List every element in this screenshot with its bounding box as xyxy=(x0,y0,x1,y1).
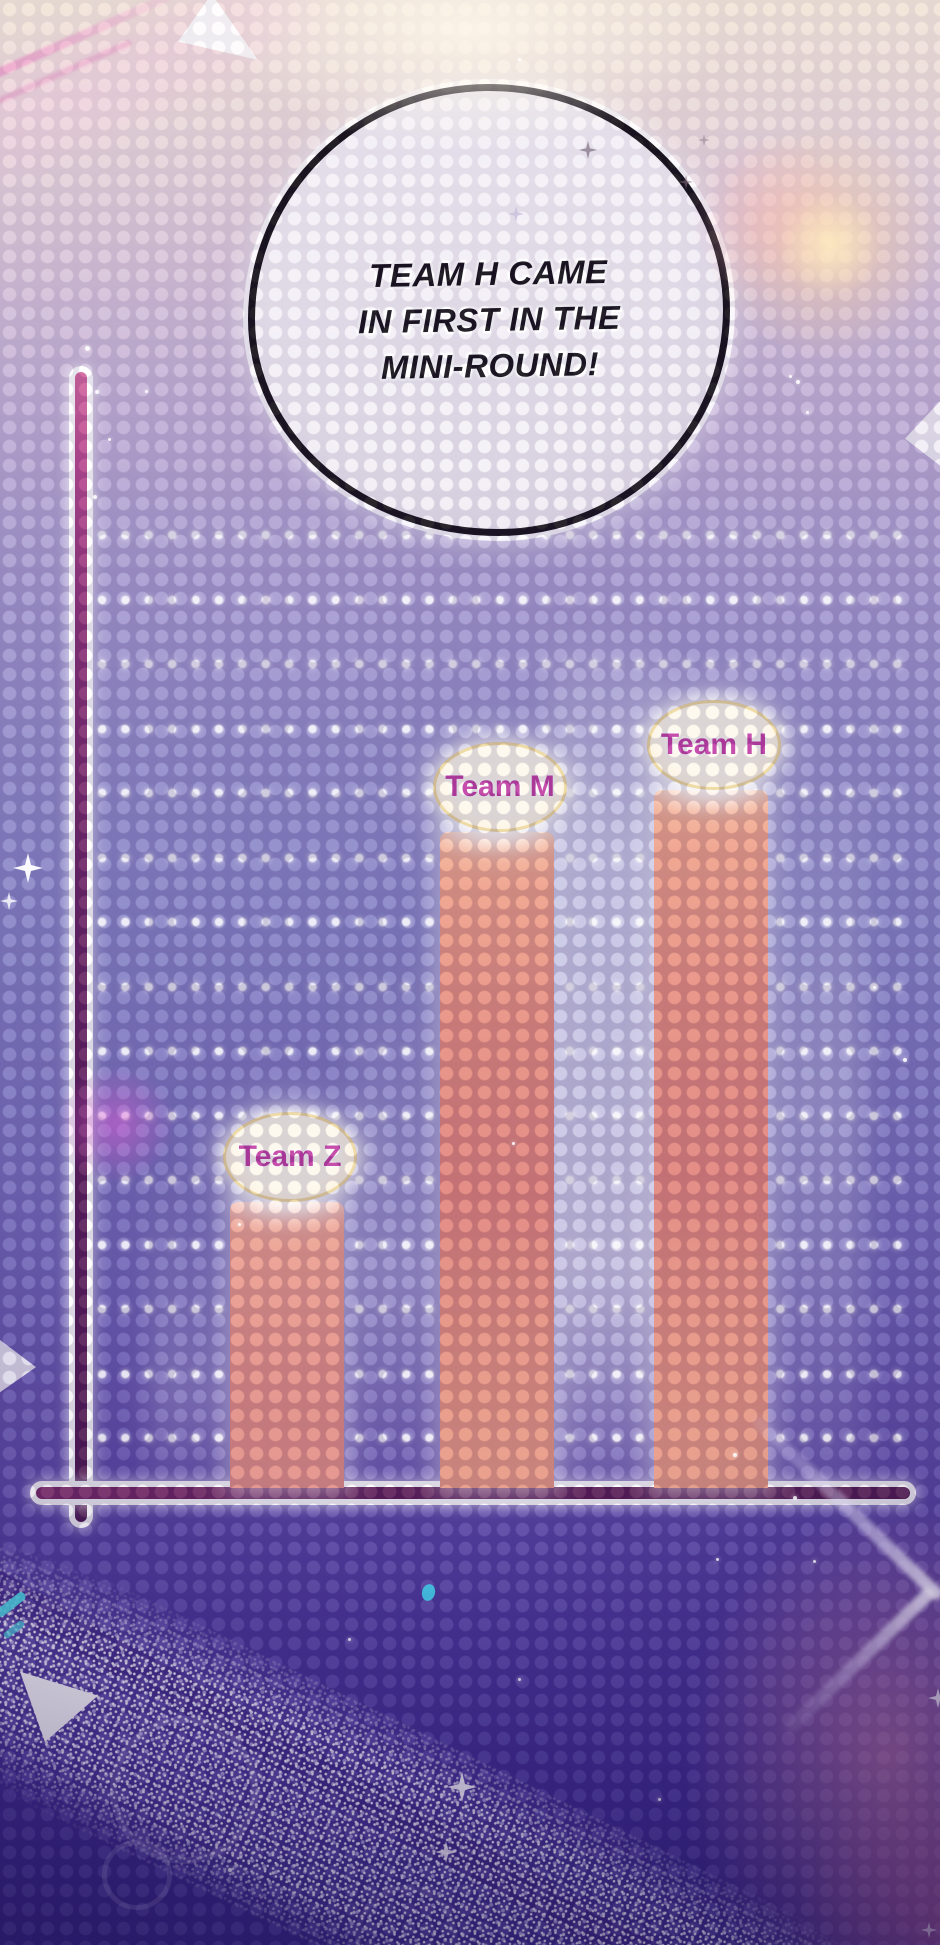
light-dot xyxy=(789,375,792,378)
light-dot xyxy=(108,438,111,441)
light-dot xyxy=(813,1560,816,1563)
y-axis xyxy=(69,366,93,1528)
light-dot xyxy=(93,495,97,499)
bar-team-z xyxy=(230,1202,344,1488)
lens-flare xyxy=(680,1500,940,1945)
sparkle-star-icon xyxy=(13,853,43,883)
light-dot xyxy=(733,1453,737,1457)
gridline-dotted-row xyxy=(96,722,910,735)
speech-bubble: TEAM H CAME IN FIRST IN THE MINI-ROUND! xyxy=(248,84,730,536)
light-dot xyxy=(238,1223,241,1226)
callout-team-z: Team Z xyxy=(223,1112,357,1202)
callout-team-h-label: Team H xyxy=(660,728,768,761)
y-axis-core xyxy=(75,372,87,1522)
bokeh-light xyxy=(58,1066,174,1182)
bokeh-ring-icon xyxy=(110,1716,258,1864)
callout-team-z-label: Team Z xyxy=(238,1140,342,1173)
light-shard-triangle-icon xyxy=(0,1337,36,1395)
light-dot xyxy=(793,1496,797,1500)
speech-line: IN FIRST IN THE xyxy=(357,298,621,341)
light-dot xyxy=(348,1638,351,1641)
callout-team-m-label: Team M xyxy=(445,770,555,803)
light-dot xyxy=(518,1678,521,1681)
x-axis-core xyxy=(36,1487,910,1499)
stage-light-beam xyxy=(350,950,436,1490)
gridline-dotted-row xyxy=(96,593,910,606)
gridline-dotted-row xyxy=(96,658,910,670)
callout-team-m: Team M xyxy=(433,742,567,832)
light-dot xyxy=(618,418,621,421)
bokeh-ring-icon xyxy=(102,1840,172,1910)
stage-light-beam xyxy=(772,710,864,1490)
speech-bubble-text: TEAM H CAME IN FIRST IN THE MINI-ROUND! xyxy=(357,249,622,392)
speech-line: MINI-ROUND! xyxy=(380,345,600,386)
light-dot xyxy=(716,1558,719,1561)
light-dot xyxy=(95,390,99,394)
bar-team-m xyxy=(440,832,554,1488)
callout-team-h: Team H xyxy=(647,700,781,790)
light-dot xyxy=(873,986,876,989)
light-dot xyxy=(71,411,74,414)
light-dot xyxy=(512,1142,515,1145)
light-dot xyxy=(518,58,521,61)
speech-line: TEAM H CAME xyxy=(368,252,608,295)
light-dot xyxy=(796,380,800,384)
light-dot xyxy=(145,390,148,393)
light-dot xyxy=(228,1868,232,1872)
light-dot xyxy=(538,1903,541,1906)
lens-flare xyxy=(790,1760,940,1945)
light-dot xyxy=(658,1798,661,1801)
light-dot xyxy=(806,411,809,414)
light-shard-triangle-icon xyxy=(905,398,940,468)
bar-team-h xyxy=(654,790,768,1488)
sparkle-star-icon xyxy=(0,892,18,910)
lens-flare xyxy=(778,193,883,298)
lens-flare xyxy=(210,0,730,150)
light-dot xyxy=(85,346,90,351)
cyan-light-fleck xyxy=(420,1582,437,1603)
light-dot xyxy=(903,1058,907,1062)
x-axis xyxy=(30,1481,916,1505)
